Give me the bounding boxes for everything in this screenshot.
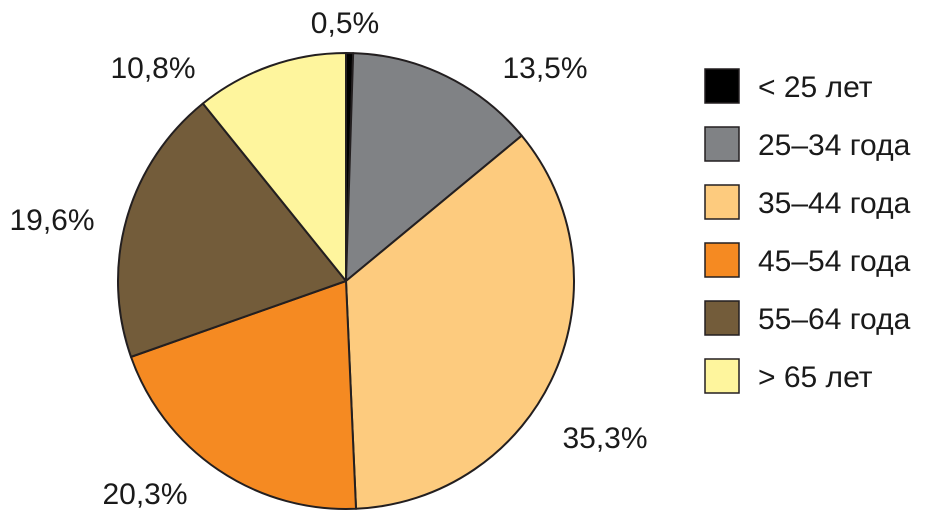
slice-data-label: 20,3% bbox=[102, 478, 187, 511]
slice-data-label: 13,5% bbox=[502, 52, 587, 85]
pie-slice bbox=[117, 102, 347, 358]
legend-swatch bbox=[704, 126, 740, 162]
legend: < 25 лет 25–34 года 35–44 года 45–54 года 55… bbox=[704, 68, 911, 394]
legend-swatch bbox=[704, 68, 740, 104]
slice-data-label: 0,5% bbox=[311, 7, 379, 40]
legend-swatch bbox=[704, 300, 740, 336]
legend-swatch bbox=[704, 358, 740, 394]
legend-label: 35–44 года bbox=[758, 187, 911, 220]
legend-label: 45–54 года bbox=[758, 245, 911, 278]
slice-data-label: 35,3% bbox=[562, 422, 647, 455]
legend-label: < 25 лет bbox=[758, 71, 873, 104]
slice-data-label: 19,6% bbox=[9, 204, 94, 237]
pie-slice bbox=[201, 52, 347, 282]
pie-slices bbox=[117, 51, 575, 510]
pie-slice bbox=[345, 52, 523, 282]
legend-label: 55–64 года bbox=[758, 303, 911, 336]
legend-swatch bbox=[704, 184, 740, 220]
legend-label: > 65 лет bbox=[758, 361, 873, 394]
slice-labels: 0,5% 13,5% 35,3% 20,3% 19,6% 10,8% bbox=[9, 7, 647, 511]
slice-data-label: 10,8% bbox=[110, 52, 195, 85]
legend-swatch bbox=[704, 242, 740, 278]
pie-slice bbox=[345, 134, 575, 510]
legend-label: 25–34 года bbox=[758, 129, 911, 162]
